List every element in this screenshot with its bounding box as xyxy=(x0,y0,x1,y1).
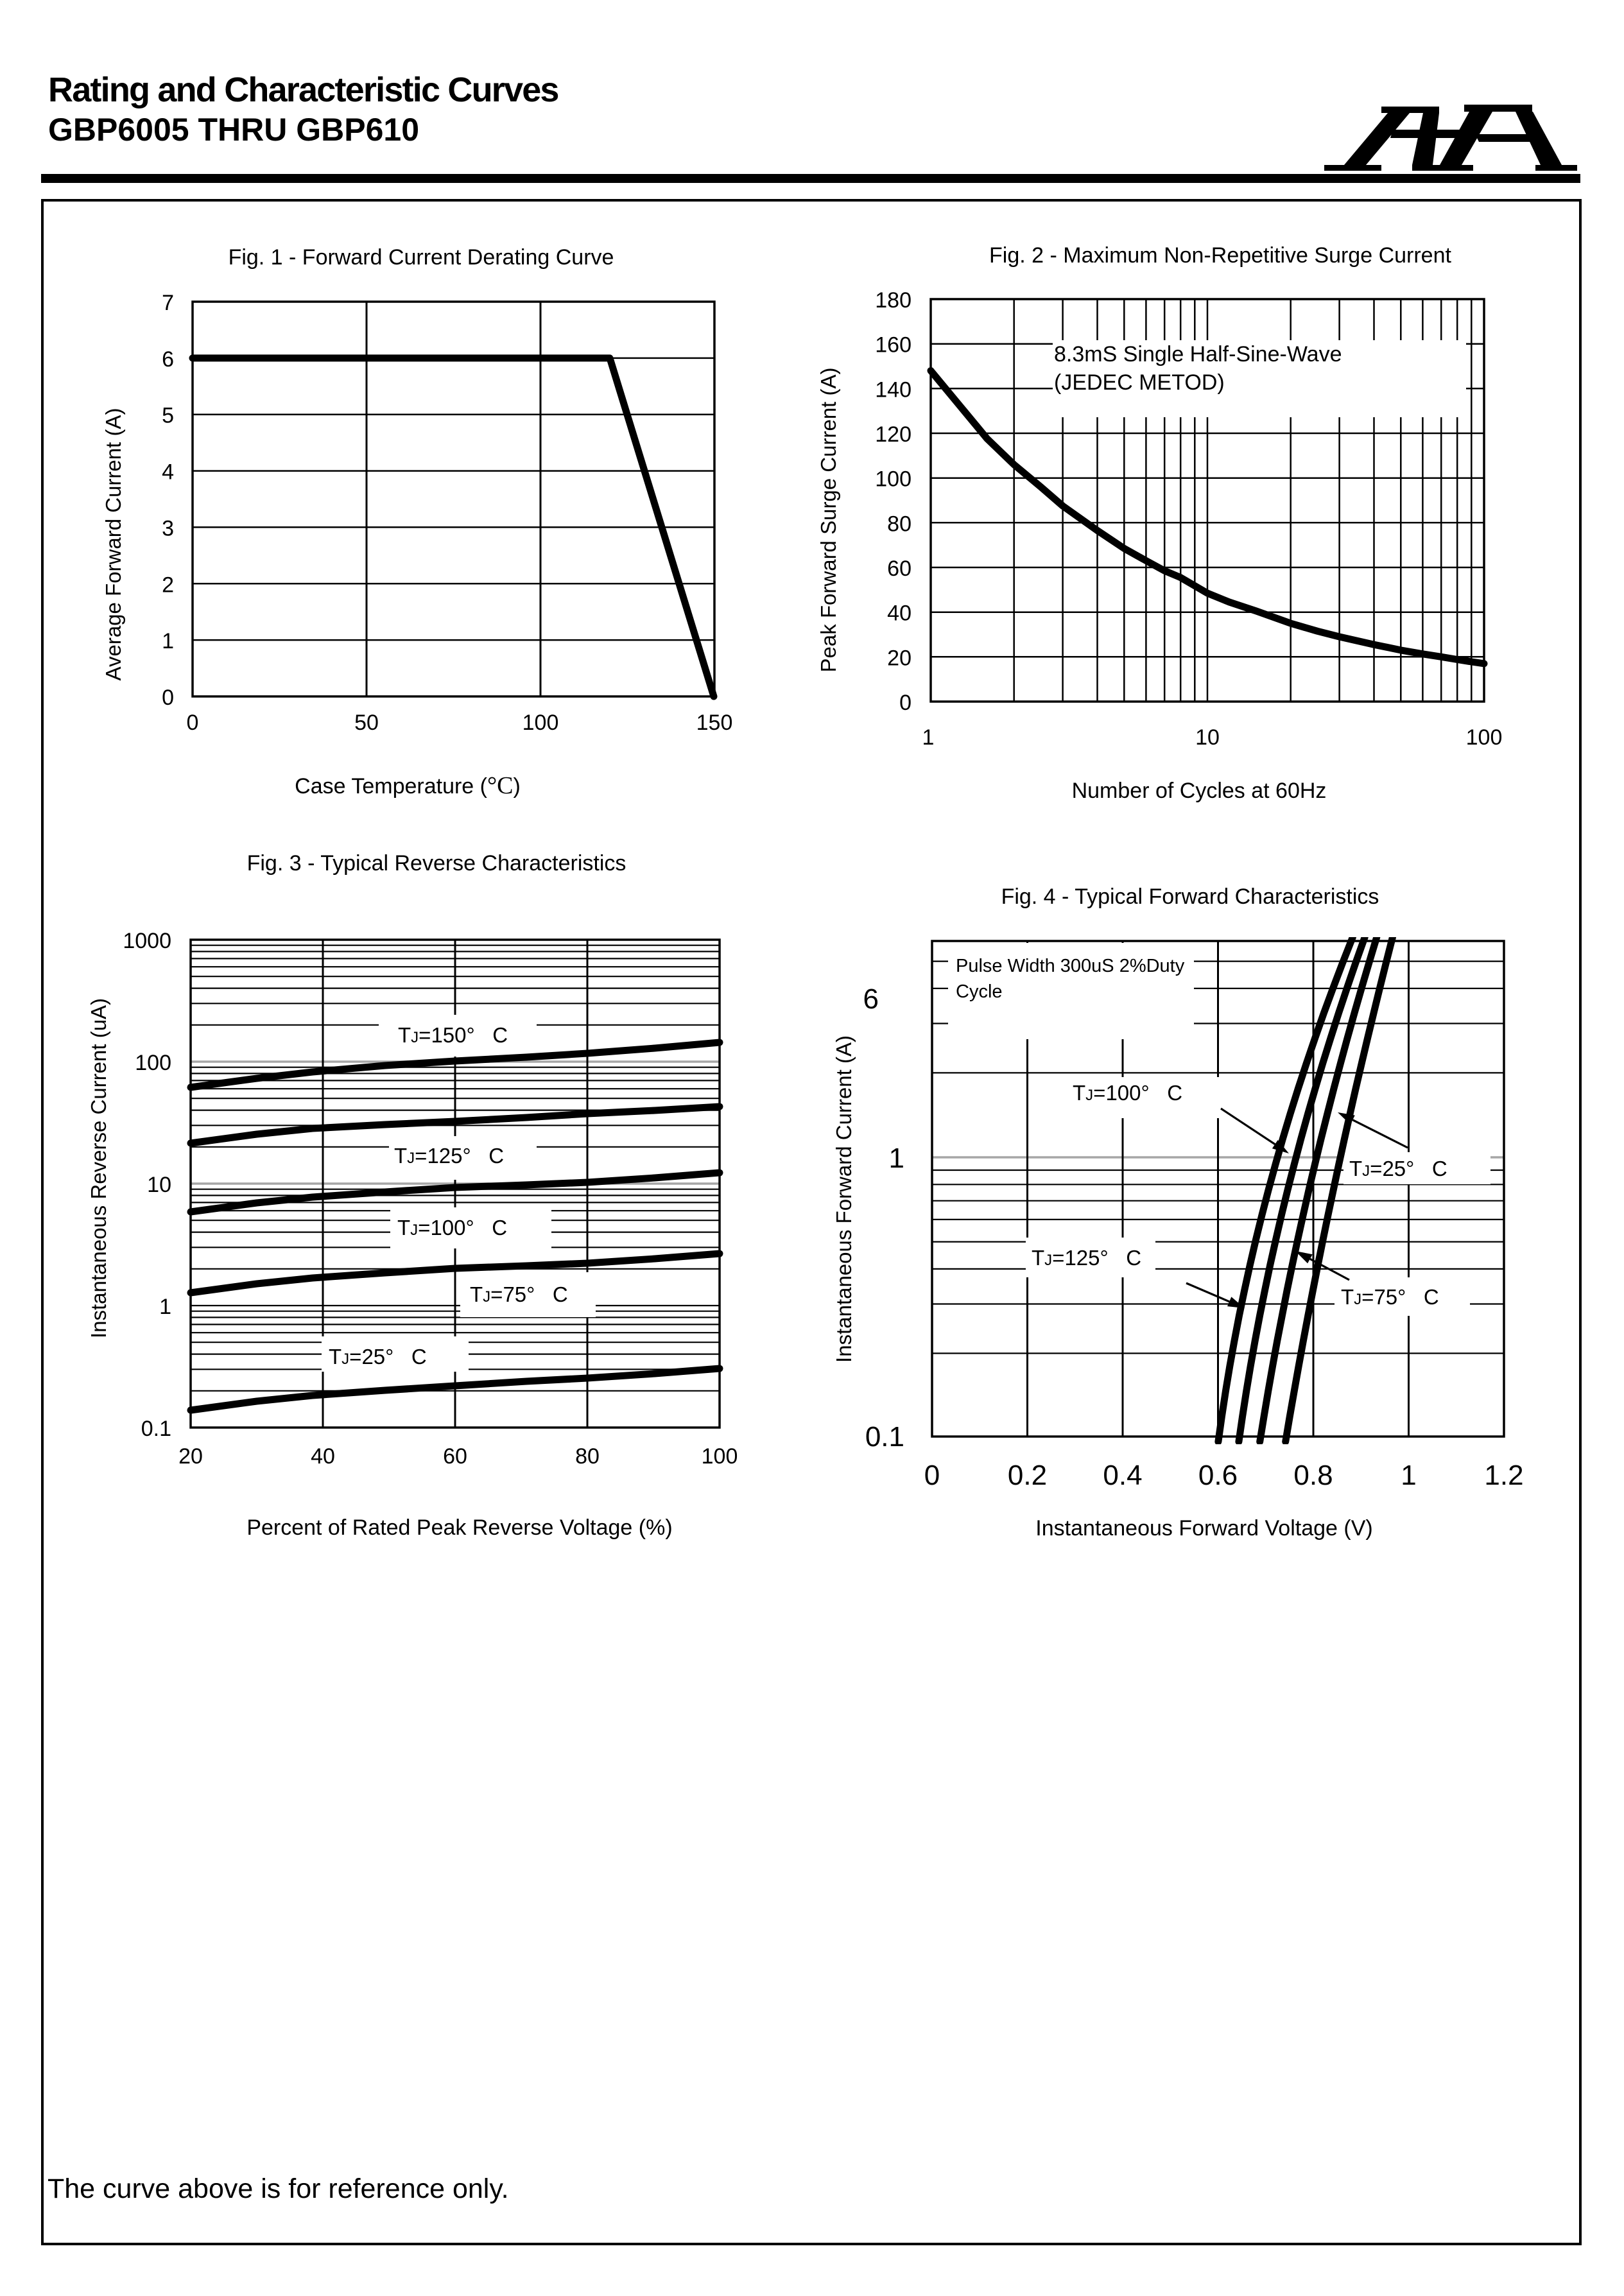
svg-text:GBP6005 THRU GBP610: GBP6005 THRU GBP610 xyxy=(48,112,419,148)
svg-text:0.2: 0.2 xyxy=(1008,1460,1047,1491)
svg-text:0: 0 xyxy=(187,711,199,735)
svg-text:Peak Forward Surge Current (A): Peak Forward Surge Current (A) xyxy=(816,367,840,672)
svg-text:Fig. 1 - Forward Current Derat: Fig. 1 - Forward Current Derating Curve xyxy=(229,245,614,270)
svg-text:2: 2 xyxy=(162,573,174,597)
svg-text:0.1: 0.1 xyxy=(865,1421,904,1453)
svg-text:0.1: 0.1 xyxy=(141,1417,171,1441)
svg-text:1: 1 xyxy=(159,1295,171,1319)
svg-text:Instantaneous Forward Voltage: Instantaneous Forward Voltage (V) xyxy=(1035,1516,1372,1541)
svg-text:Pulse Width 300uS 2%Duty: Pulse Width 300uS 2%Duty xyxy=(956,956,1185,976)
svg-text:40: 40 xyxy=(311,1444,335,1469)
svg-text:1: 1 xyxy=(162,629,174,653)
svg-text:50: 50 xyxy=(354,711,379,735)
svg-text:20: 20 xyxy=(887,646,911,670)
svg-text:6: 6 xyxy=(162,347,174,372)
svg-text:150: 150 xyxy=(696,711,733,735)
svg-text:160: 160 xyxy=(875,333,911,358)
svg-text:Number of Cycles at 60Hz: Number of Cycles at 60Hz xyxy=(1072,779,1327,803)
svg-text:3: 3 xyxy=(162,516,174,540)
svg-text:Average Forward Current (A): Average Forward Current (A) xyxy=(101,408,125,681)
svg-text:(JEDEC METOD): (JEDEC METOD) xyxy=(1054,370,1225,395)
svg-text:80: 80 xyxy=(887,512,911,536)
svg-text:Fig. 3 - Typical Reverse Chara: Fig. 3 - Typical Reverse Characteristics xyxy=(247,851,626,876)
svg-text:60: 60 xyxy=(887,557,911,581)
svg-text:60: 60 xyxy=(443,1444,467,1469)
svg-text:Cycle: Cycle xyxy=(956,981,1003,1002)
svg-text:1: 1 xyxy=(922,725,935,750)
svg-text:100: 100 xyxy=(702,1444,738,1469)
svg-text:1: 1 xyxy=(889,1143,904,1174)
svg-text:180: 180 xyxy=(875,288,911,313)
svg-text:100: 100 xyxy=(875,467,911,492)
svg-text:6: 6 xyxy=(863,983,879,1015)
svg-text:0.4: 0.4 xyxy=(1103,1460,1142,1491)
svg-text:40: 40 xyxy=(887,601,911,626)
svg-text:Instantaneous Reverse Current: Instantaneous Reverse Current (uA) xyxy=(87,998,110,1338)
svg-text:100: 100 xyxy=(1466,725,1503,750)
svg-text:Percent of Rated Peak Reverse: Percent of Rated Peak Reverse Voltage (%… xyxy=(246,1515,672,1540)
svg-text:140: 140 xyxy=(875,377,911,402)
svg-text:100: 100 xyxy=(523,711,559,735)
svg-text:0.8: 0.8 xyxy=(1293,1460,1333,1491)
svg-text:10: 10 xyxy=(1195,725,1220,750)
svg-text:0: 0 xyxy=(899,691,911,715)
svg-text:1.2: 1.2 xyxy=(1484,1460,1523,1491)
svg-text:Instantaneous Forward Current: Instantaneous Forward Current (A) xyxy=(832,1035,856,1363)
svg-text:TJ=125° C: TJ=125° C xyxy=(1032,1246,1141,1270)
svg-text:120: 120 xyxy=(875,422,911,447)
svg-text:20: 20 xyxy=(178,1444,203,1469)
svg-text:80: 80 xyxy=(575,1444,600,1469)
svg-text:10: 10 xyxy=(147,1173,171,1197)
svg-text:0.6: 0.6 xyxy=(1198,1460,1238,1491)
svg-text:Fig. 4 - Typical Forward Chara: Fig. 4 - Typical Forward Characteristics xyxy=(1001,885,1379,909)
svg-text:8.3mS Single Half-Sine-Wave: 8.3mS Single Half-Sine-Wave xyxy=(1054,342,1342,367)
svg-text:1000: 1000 xyxy=(123,929,171,953)
svg-text:4: 4 xyxy=(162,460,174,485)
svg-text:Case Temperature (°C): Case Temperature (°C) xyxy=(295,772,521,799)
svg-text:100: 100 xyxy=(135,1051,171,1075)
svg-text:7: 7 xyxy=(162,291,174,315)
svg-text:Fig. 2 - Maximum Non-Repetitiv: Fig. 2 - Maximum Non-Repetitive Surge Cu… xyxy=(989,243,1451,268)
svg-text:The curve above is for referen: The curve above is for reference only. xyxy=(48,2173,509,2204)
svg-text:0: 0 xyxy=(162,686,174,710)
svg-text:1: 1 xyxy=(1401,1460,1416,1491)
svg-text:Rating and Characteristic Curv: Rating and Characteristic Curves xyxy=(48,71,558,109)
svg-text:0: 0 xyxy=(924,1460,940,1491)
svg-text:5: 5 xyxy=(162,404,174,428)
